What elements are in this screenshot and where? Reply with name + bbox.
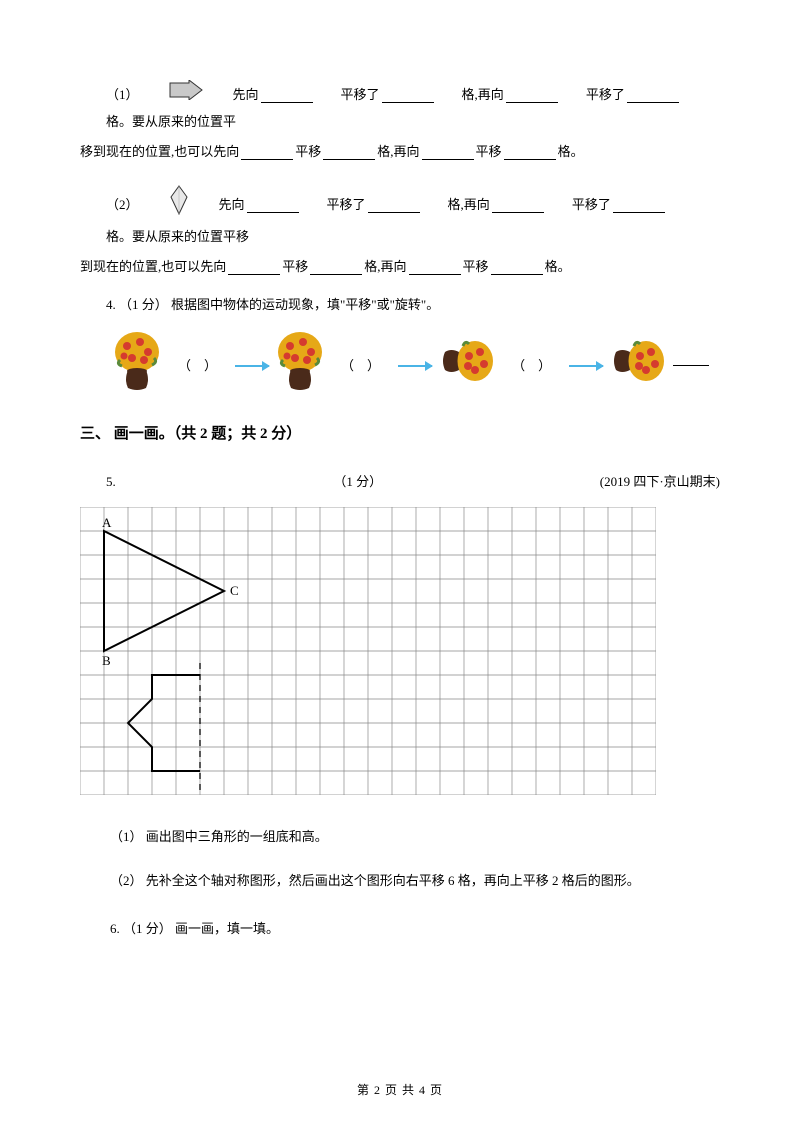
fill-blank[interactable]	[247, 197, 299, 213]
diamond-icon	[143, 185, 189, 224]
flower-vase-rotated-icon	[436, 333, 498, 398]
text: 平移	[282, 254, 308, 280]
question-part-1-line2: 移到现在的位置,也可以先向 平移 格,再向 平移 格。	[80, 139, 720, 165]
fill-blank[interactable]	[228, 259, 280, 275]
text: 格,再向	[422, 192, 490, 218]
q5-grid-figure: A B C	[80, 507, 720, 804]
flower-vase-icon	[110, 330, 164, 401]
fill-blank[interactable]	[613, 197, 665, 213]
fill-blank[interactable]	[368, 197, 420, 213]
q5-sub2: （2） 先补全这个轴对称图形，然后画出这个图形向右平移 6 格，再向上平移 2 …	[110, 868, 720, 894]
text: 格,再向	[377, 139, 419, 165]
arrow-right-icon	[235, 365, 269, 367]
text: 先向	[193, 192, 245, 218]
fill-blank[interactable]	[310, 259, 362, 275]
fill-blank[interactable]	[627, 87, 679, 103]
text: 平移	[476, 139, 502, 165]
text: 格。要从原来的位置平	[80, 109, 236, 135]
fill-blank[interactable]	[382, 87, 434, 103]
question-4: 4. （1 分） 根据图中物体的运动现象，填"平移"或"旋转"。	[80, 292, 720, 318]
flower-sequence: （ ） （ ） （ ）	[110, 330, 720, 401]
fill-blank[interactable]	[261, 87, 313, 103]
text: 平移了	[301, 192, 366, 218]
svg-text:A: A	[102, 515, 112, 530]
arrow-right-icon	[398, 365, 432, 367]
text: 格,再向	[436, 82, 504, 108]
part1-label: （1）	[80, 82, 139, 108]
q4-text: 4. （1 分） 根据图中物体的运动现象，填"平移"或"旋转"。	[106, 297, 439, 312]
question-part-2: （2） 先向 平移了 格,再向 平移了 格。要从原来的位置平移	[80, 185, 720, 250]
question-6: 6. （1 分） 画一画，填一填。	[110, 916, 720, 942]
text: 格,再向	[364, 254, 406, 280]
text: 格。	[558, 139, 584, 165]
fill-blank[interactable]	[422, 144, 474, 160]
text: 平移	[463, 254, 489, 280]
flower-vase-rotated-icon	[607, 333, 669, 398]
svg-text:B: B	[102, 653, 111, 668]
paren-text: （ ）	[341, 353, 380, 379]
text: 先向	[207, 82, 259, 108]
text: 平移了	[560, 82, 625, 108]
flower-vase-icon	[273, 330, 327, 401]
q5-sub1: （1） 画出图中三角形的一组底和高。	[110, 824, 720, 850]
section-3-title: 三、 画一画。（共 2 题；共 2 分）	[80, 419, 720, 449]
arrow-right-icon	[143, 80, 203, 109]
arrow-right-icon	[569, 365, 603, 367]
paren-text: （ ）	[512, 353, 551, 379]
fill-blank[interactable]	[409, 259, 461, 275]
question-5-header: 5. （1 分） (2019 四下·京山期末)	[80, 469, 720, 495]
fill-blank[interactable]	[506, 87, 558, 103]
text: 平移	[295, 139, 321, 165]
question-part-1: （1） 先向 平移了 格,再向 平移了 格。要从原来的位置平	[80, 80, 720, 135]
fill-blank[interactable]	[492, 197, 544, 213]
q5-points: （1 分）	[333, 469, 382, 495]
fill-blank[interactable]	[323, 144, 375, 160]
text: 移到现在的位置,也可以先向	[80, 139, 239, 165]
q5-num: 5.	[80, 469, 116, 495]
q5-source: (2019 四下·京山期末)	[600, 469, 720, 495]
fill-blank[interactable]	[491, 259, 543, 275]
text: 到现在的位置,也可以先向	[80, 254, 226, 280]
page-footer: 第 2 页 共 4 页	[0, 1078, 800, 1102]
text: 格。要从原来的位置平移	[80, 224, 249, 250]
svg-text:C: C	[230, 583, 239, 598]
fill-blank[interactable]	[241, 144, 293, 160]
part2-label: （2）	[80, 192, 139, 218]
text: 平移了	[546, 192, 611, 218]
fill-blank[interactable]	[504, 144, 556, 160]
question-part-2-line2: 到现在的位置,也可以先向 平移 格,再向 平移 格。	[80, 254, 720, 280]
text: 平移了	[315, 82, 380, 108]
text: 格。	[545, 254, 571, 280]
paren-text: （ ）	[178, 353, 217, 379]
fill-blank[interactable]	[673, 365, 709, 366]
